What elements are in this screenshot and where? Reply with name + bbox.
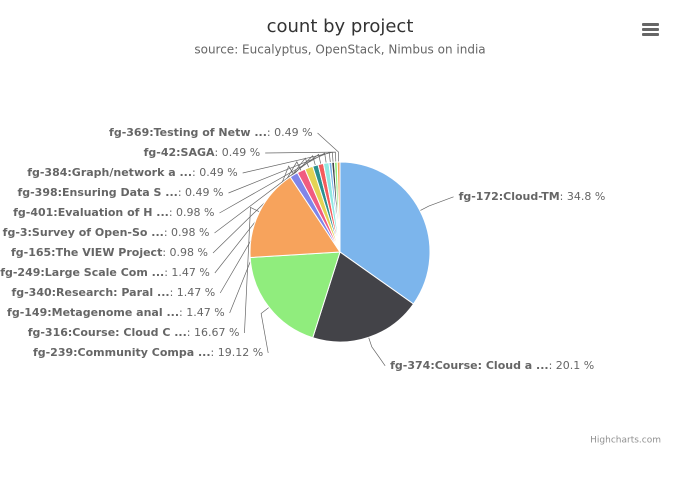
- data-label: fg-340:Research: Paral ...: 1.47 %: [11, 286, 215, 299]
- data-label: fg-149:Metagenome anal ...: 1.47 %: [7, 306, 225, 319]
- connector: [219, 152, 327, 214]
- connectors: [212, 132, 454, 366]
- label-name: fg-316:Course: Cloud C ...: [28, 326, 187, 339]
- label-name: fg-384:Graph/network a ...: [27, 166, 192, 179]
- connector: [212, 155, 316, 254]
- label-value: : 16.67 %: [187, 326, 240, 339]
- label-value: : 1.47 %: [164, 266, 210, 279]
- label-value: : 1.47 %: [179, 306, 225, 319]
- data-label: fg-384:Graph/network a ...: 0.49 %: [27, 166, 237, 179]
- label-value: : 0.98 %: [169, 206, 215, 219]
- connector: [317, 132, 339, 163]
- data-label: fg-3:Survey of Open-So ...: 0.98 %: [3, 226, 210, 239]
- pie-slice: [336, 161, 341, 253]
- data-label: fg-398:Ensuring Data S ...: 0.49 %: [17, 186, 223, 199]
- data-label: fg-374:Course: Cloud a ...: 20.1 %: [390, 359, 594, 372]
- credit[interactable]: Highcharts.com: [590, 436, 661, 446]
- data-label: fg-42:SAGA: 0.49 %: [144, 146, 261, 159]
- chart-title: count by project: [267, 16, 414, 37]
- chart-subtitle: source: Eucalyptus, OpenStack, Nimbus on…: [194, 43, 485, 57]
- label-name: fg-374:Course: Cloud a ...: [390, 359, 548, 372]
- menu-bar: [642, 33, 659, 36]
- connector: [214, 153, 322, 234]
- connector: [265, 151, 337, 163]
- label-name: fg-42:SAGA: [144, 146, 215, 159]
- label-name: fg-172:Cloud-TM: [459, 190, 560, 203]
- connector: [419, 196, 454, 211]
- label-value: : 34.8 %: [560, 190, 606, 203]
- label-name: fg-239:Community Compa ...: [33, 346, 211, 359]
- label-value: : 0.49 %: [267, 126, 313, 139]
- menu-bar: [642, 23, 659, 26]
- slices: [249, 161, 431, 343]
- label-value: : 0.49 %: [215, 146, 261, 159]
- label-value: : 20.1 %: [549, 359, 595, 372]
- label-value: : 0.49 %: [178, 186, 224, 199]
- menu-button[interactable]: [636, 16, 666, 44]
- label-value: : 1.47 %: [170, 286, 216, 299]
- label-value: : 0.49 %: [192, 166, 238, 179]
- label-value: : 0.98 %: [162, 246, 208, 259]
- connector: [228, 152, 331, 194]
- data-label: fg-239:Community Compa ...: 19.12 %: [33, 346, 263, 359]
- label-name: fg-165:The VIEW Project: [11, 246, 162, 259]
- data-label: fg-172:Cloud-TM: 34.8 %: [459, 190, 606, 203]
- data-label: fg-249:Large Scale Com ...: 1.47 %: [0, 266, 210, 279]
- connector: [368, 337, 386, 366]
- pie-slice: [249, 251, 341, 339]
- label-name: fg-398:Ensuring Data S ...: [17, 186, 177, 199]
- label-name: fg-340:Research: Paral ...: [11, 286, 169, 299]
- pie-slice: [339, 161, 431, 305]
- label-name: fg-149:Metagenome anal ...: [7, 306, 179, 319]
- label-value: : 19.12 %: [211, 346, 264, 359]
- menu-bar: [642, 28, 659, 31]
- data-label: fg-316:Course: Cloud C ...: 16.67 %: [28, 326, 240, 339]
- label-name: fg-249:Large Scale Com ...: [0, 266, 164, 279]
- pie-slice: [312, 251, 415, 343]
- data-label: fg-401:Evaluation of H ...: 0.98 %: [13, 206, 214, 219]
- pie-slice: [249, 176, 341, 259]
- label-value: : 0.98 %: [164, 226, 210, 239]
- label-name: fg-3:Survey of Open-So ...: [3, 226, 164, 239]
- connector: [219, 161, 302, 294]
- label-name: fg-369:Testing of Netw ...: [109, 126, 267, 139]
- data-label: fg-165:The VIEW Project: 0.98 %: [11, 246, 208, 259]
- connector: [260, 307, 270, 354]
- data-label: fg-369:Testing of Netw ...: 0.49 %: [109, 126, 312, 139]
- label-name: fg-401:Evaluation of H ...: [13, 206, 169, 219]
